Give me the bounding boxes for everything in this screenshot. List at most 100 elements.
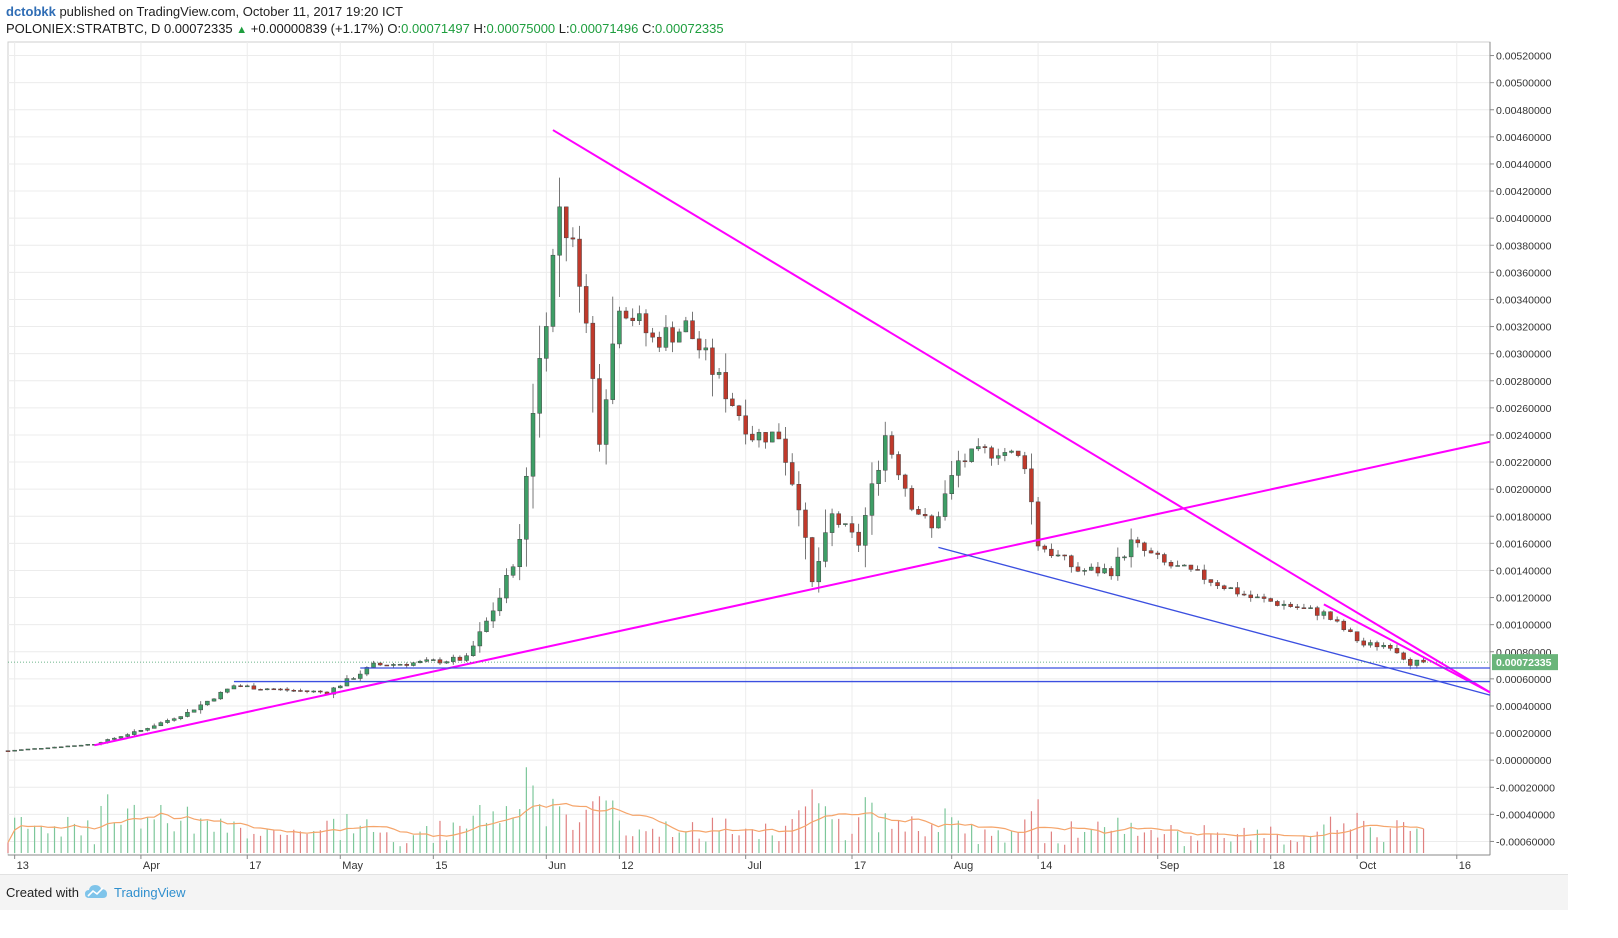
candle-up — [118, 736, 124, 739]
candles — [5, 177, 1426, 752]
candle-down — [291, 690, 297, 692]
y-tick-label: 0.00120000 — [1496, 593, 1552, 605]
candle-up — [976, 446, 981, 450]
candle-down — [1042, 545, 1047, 550]
candle-up — [1009, 450, 1014, 453]
candle-down — [902, 474, 908, 489]
candle-down — [1261, 596, 1267, 599]
candle-down — [763, 432, 768, 443]
candle-up — [138, 729, 144, 732]
tradingview-link[interactable]: TradingView — [114, 885, 186, 900]
candle-down — [623, 310, 629, 319]
candle-down — [1029, 468, 1034, 503]
candle-down — [1361, 640, 1366, 646]
candle-up — [397, 664, 403, 666]
candle-down — [1354, 631, 1360, 642]
y-tick-label: 0.00020000 — [1496, 728, 1552, 740]
candle-down — [1248, 594, 1253, 599]
candle-up — [185, 712, 190, 717]
y-tick-label: 0.00240000 — [1496, 430, 1552, 442]
candle-down — [1408, 659, 1413, 666]
price-change: +0.00000839 (+1.17%) — [250, 21, 384, 36]
candle-down — [1188, 564, 1194, 570]
candle-down — [1314, 607, 1320, 616]
y-tick-label: -0.00060000 — [1496, 836, 1555, 848]
candle-up — [537, 358, 542, 414]
x-tick-label: Sep — [1160, 860, 1180, 872]
y-tick-label: 0.00220000 — [1496, 457, 1552, 469]
x-tick-label: 13 — [17, 860, 29, 872]
y-tick-label: 0.00000000 — [1496, 755, 1552, 767]
high-value: 0.00075000 — [486, 21, 556, 36]
candle-up — [112, 737, 117, 740]
candle-up — [882, 435, 888, 471]
candle-up — [65, 745, 71, 748]
candle-down — [743, 415, 748, 435]
y-tick-label: 0.00280000 — [1496, 376, 1552, 388]
candle-down — [5, 750, 11, 752]
candle-down — [1235, 587, 1240, 595]
candle-up — [411, 662, 416, 666]
author-link[interactable]: dctobkk — [6, 4, 56, 19]
candle-down — [1108, 568, 1114, 577]
candle-up — [178, 716, 184, 719]
y-tick-label: 0.00180000 — [1496, 511, 1552, 523]
candle-up — [19, 749, 24, 751]
x-tick-label: 12 — [621, 860, 633, 872]
candle-down — [278, 688, 283, 691]
candle-up — [1175, 565, 1180, 567]
candle-up — [610, 343, 616, 400]
open-label: O: — [387, 21, 402, 36]
y-tick-label: 0.00480000 — [1496, 105, 1552, 117]
candle-up — [510, 566, 516, 576]
plot-area — [7, 41, 1491, 856]
candle-up — [517, 539, 522, 568]
candle-up — [245, 685, 250, 688]
footer-bar: Created with TradingView — [0, 874, 1568, 910]
candle-down — [1135, 539, 1141, 544]
candle-down — [1035, 501, 1041, 547]
candle-down — [1148, 550, 1154, 554]
x-tick-label: 14 — [1040, 860, 1052, 872]
candle-down — [1268, 598, 1273, 602]
candle-down — [404, 664, 409, 666]
y-tick-label: 0.00360000 — [1496, 267, 1552, 279]
x-tick-label: Apr — [143, 860, 160, 872]
candle-up — [1228, 587, 1234, 589]
candle-down — [563, 206, 569, 239]
candle-up — [470, 645, 476, 656]
candle-up — [557, 206, 562, 256]
candle-down — [1195, 569, 1200, 571]
candle-down — [1221, 585, 1227, 589]
candle-down — [284, 688, 290, 691]
y-tick-label: 0.00340000 — [1496, 294, 1552, 306]
candle-down — [1401, 652, 1406, 660]
published-text: published on TradingView.com, October 11… — [55, 4, 403, 19]
candle-down — [384, 664, 390, 667]
candle-up — [371, 662, 376, 668]
candle-up — [1115, 556, 1121, 577]
candle-up — [490, 610, 496, 622]
candle-up — [132, 731, 137, 735]
candle-down — [570, 237, 576, 240]
symbol-label[interactable]: POLONIEX:STRATBTC, D — [6, 21, 161, 36]
candle-down — [856, 531, 861, 546]
candle-down — [989, 447, 994, 459]
x-tick-label: 15 — [435, 860, 447, 872]
y-tick-label: 0.00100000 — [1496, 620, 1552, 632]
x-tick-label: 16 — [1459, 860, 1471, 872]
candle-down — [922, 514, 928, 517]
candle-down — [1341, 620, 1347, 630]
candle-up — [72, 745, 77, 747]
candle-down — [1334, 619, 1340, 622]
candle-down — [1328, 611, 1333, 620]
candle-down — [1062, 554, 1067, 557]
candle-down — [650, 332, 655, 338]
candle-up — [969, 448, 974, 462]
candle-down — [657, 336, 662, 348]
tradingview-cloud-icon[interactable] — [84, 883, 108, 901]
candle-down — [1049, 548, 1054, 557]
candle-up — [637, 313, 642, 321]
candle-down — [298, 690, 303, 692]
candle-down — [318, 690, 323, 693]
